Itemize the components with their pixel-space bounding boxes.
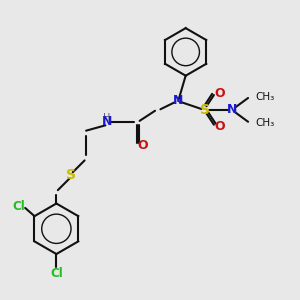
Text: Cl: Cl bbox=[13, 200, 26, 213]
Text: O: O bbox=[137, 139, 148, 152]
Text: N: N bbox=[102, 115, 112, 128]
Text: O: O bbox=[214, 87, 225, 100]
Text: Cl: Cl bbox=[50, 267, 63, 280]
Text: S: S bbox=[200, 103, 210, 117]
Text: H: H bbox=[103, 113, 111, 123]
Text: N: N bbox=[226, 103, 237, 116]
Text: S: S bbox=[66, 168, 76, 182]
Text: CH₃: CH₃ bbox=[256, 92, 275, 102]
Text: CH₃: CH₃ bbox=[256, 118, 275, 128]
Text: N: N bbox=[173, 94, 183, 107]
Text: O: O bbox=[214, 120, 225, 133]
